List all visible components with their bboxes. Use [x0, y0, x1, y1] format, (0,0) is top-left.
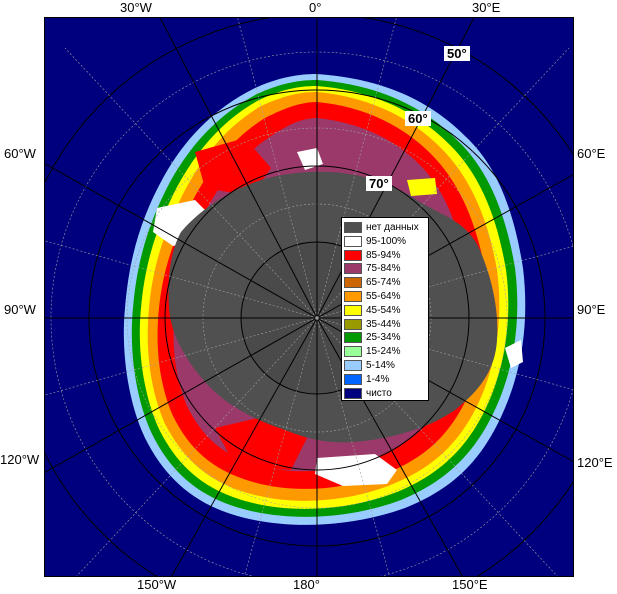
legend-swatch	[344, 235, 362, 247]
ice-patch-white	[315, 454, 397, 486]
lon-label-top-30w: 30°W	[120, 0, 152, 15]
map-frame[interactable]	[44, 17, 574, 577]
legend-item: 1-4%	[344, 373, 389, 386]
ice-patch-red	[195, 138, 271, 196]
legend-swatch	[344, 263, 362, 275]
lon-label-left-90w: 90°W	[4, 302, 36, 317]
legend-swatch	[344, 318, 362, 330]
lon-label-right-60e: 60°E	[577, 146, 606, 161]
legend-swatch	[344, 249, 362, 261]
ice-patch-yellow	[407, 178, 437, 196]
legend-swatch	[344, 387, 362, 399]
legend-item: 65-74%	[344, 276, 400, 289]
legend-item: 5-14%	[344, 359, 395, 372]
legend-item: 75-84%	[344, 262, 400, 275]
lon-label-left-120w: 120°W	[0, 452, 40, 467]
legend-label: 75-84%	[366, 263, 401, 275]
legend-label: 15-24%	[366, 346, 401, 358]
legend-item: 35-44%	[344, 318, 400, 331]
legend-label: 65-74%	[366, 277, 401, 289]
legend-item: 95-100%	[344, 235, 406, 248]
meridian-lines	[45, 18, 573, 576]
legend-label: 5-14%	[366, 360, 395, 371]
legend-swatch	[344, 360, 362, 371]
legend-item: нет данных	[344, 221, 419, 234]
legend-swatch	[344, 222, 362, 233]
legend-label: 45-54%	[366, 304, 401, 316]
lon-label-top-0: 0°	[309, 0, 322, 15]
legend-label: 85-94%	[366, 249, 401, 261]
lon-label-bottom-150e: 150°E	[452, 577, 488, 592]
legend-label: 55-64%	[366, 291, 401, 302]
legend-swatch	[344, 373, 362, 385]
lon-label-top-30e: 30°E	[472, 0, 501, 15]
lon-label-left-60w: 60°W	[4, 146, 36, 161]
legend-label: 95-100%	[366, 235, 407, 247]
lon-label-bottom-150w: 150°W	[137, 577, 177, 592]
legend-swatch	[344, 304, 362, 316]
legend-item: 25-34%	[344, 331, 400, 344]
lon-label-right-120e: 120°E	[577, 455, 613, 470]
legend-label: 1-4%	[366, 373, 390, 385]
legend-label: чисто	[366, 387, 392, 399]
legend-item: 45-54%	[344, 304, 400, 317]
legend-item: 15-24%	[344, 345, 400, 358]
lat-label-50: 50°	[444, 46, 470, 61]
legend-swatch	[344, 291, 362, 302]
legend-item: 85-94%	[344, 249, 400, 262]
legend-item: чисто	[344, 387, 392, 400]
lat-label-60: 60°	[405, 111, 431, 126]
legend-label: нет данных	[366, 222, 419, 233]
ice-patch-white	[505, 340, 523, 368]
legend-swatch	[344, 277, 362, 289]
lat-label-70: 70°	[366, 176, 392, 191]
legend-label: 25-34%	[366, 332, 401, 344]
legend-label: 35-44%	[366, 318, 401, 330]
lon-label-right-90e: 90°E	[577, 302, 606, 317]
legend-item: 55-64%	[344, 290, 400, 303]
concentration-legend: нет данных 95-100% 85-94% 75-84% 65-74% 55-64…	[341, 217, 429, 401]
ice-concentration-map	[45, 18, 573, 576]
lon-label-bottom-180: 180°	[293, 577, 320, 592]
legend-swatch	[344, 332, 362, 344]
legend-swatch	[344, 346, 362, 358]
